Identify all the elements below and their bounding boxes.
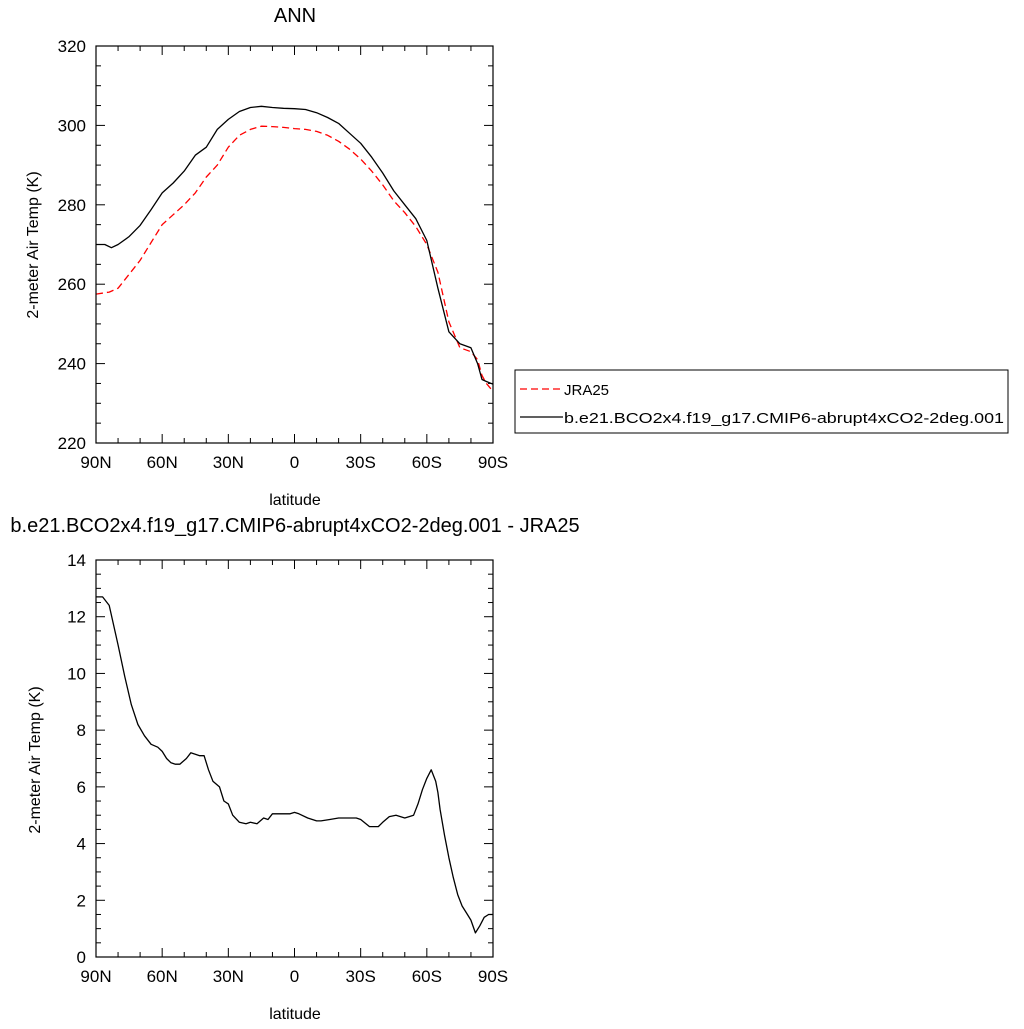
legend: JRA25 b.e21.BCO2x4.f19_g17.CMIP6-abrupt4… [514,369,1009,434]
bottom-x-tick-label: 30S [346,967,376,986]
bottom-series-line-0 [96,596,493,934]
top-y-tick-label: 220 [58,434,86,453]
top-y-axis-label: 2-meter Air Temp (K) [25,171,42,318]
bottom-y-tick-label: 14 [67,551,86,570]
top-x-tick-label: 90S [478,453,508,472]
bottom-x-tick-label: 30N [213,967,244,986]
top-x-tick-label: 60S [412,453,442,472]
top-y-tick-label: 320 [58,37,86,56]
legend-label-model: b.e21.BCO2x4.f19_g17.CMIP6-abrupt4xCO2-2… [564,410,1004,427]
top-plot-frame [95,45,494,444]
bottom-x-tick-label: 60N [147,967,178,986]
bottom-plot-frame [95,559,494,958]
top-x-axis-label: latitude [269,492,321,509]
bottom-y-tick-label: 4 [77,835,86,854]
top-x-tick-label: 0 [290,453,299,472]
bottom-y-tick-label: 8 [77,721,86,740]
bottom-x-tick-label: 60S [412,967,442,986]
top-series-line-0 [95,125,494,392]
top-series-line-1 [96,105,494,385]
top-y-tick-label: 260 [58,275,86,294]
bottom-y-tick-label: 12 [67,608,86,627]
top-y-tick-label: 300 [58,116,86,135]
bottom-x-tick-label: 0 [290,967,299,986]
bottom-ticks: 90N 60N 30N 0 30S 60S 90S 0 2 4 6 8 10 12 14 [67,551,508,986]
top-y-tick-label: 280 [58,196,86,215]
bottom-panel: b.e21.BCO2x4.f19_g17.CMIP6-abrupt4xCO2-2… [10,515,579,1023]
bottom-title: b.e21.BCO2x4.f19_g17.CMIP6-abrupt4xCO2-2… [10,515,579,537]
bottom-y-tick-label: 10 [67,664,86,683]
top-x-tick-label: 60N [147,453,178,472]
bottom-y-tick-label: 0 [77,948,86,967]
top-x-tick-label: 30N [213,453,244,472]
top-x-tick-label: 30S [346,453,376,472]
top-x-tick-label: 90N [80,453,111,472]
bottom-x-tick-label: 90N [80,967,111,986]
bottom-series [96,596,493,934]
top-y-tick-label: 240 [58,355,86,374]
top-panel: ANN 90N 60N 30N 0 30S 60S 90S 220 240 260 280 300 32… [25,5,508,509]
bottom-y-axis-label: 2-meter Air Temp (K) [27,686,44,833]
top-ticks: 90N 60N 30N 0 30S 60S 90S 220 240 260 280 300 320 [58,37,509,472]
bottom-x-axis-label: latitude [269,1006,321,1023]
bottom-y-tick-label: 6 [77,778,86,797]
legend-label-jra25: JRA25 [564,382,609,399]
top-title: ANN [274,5,316,27]
bottom-x-tick-label: 90S [478,967,508,986]
legend-box [514,369,1009,434]
bottom-y-tick-label: 2 [77,891,86,910]
top-series [95,105,494,392]
